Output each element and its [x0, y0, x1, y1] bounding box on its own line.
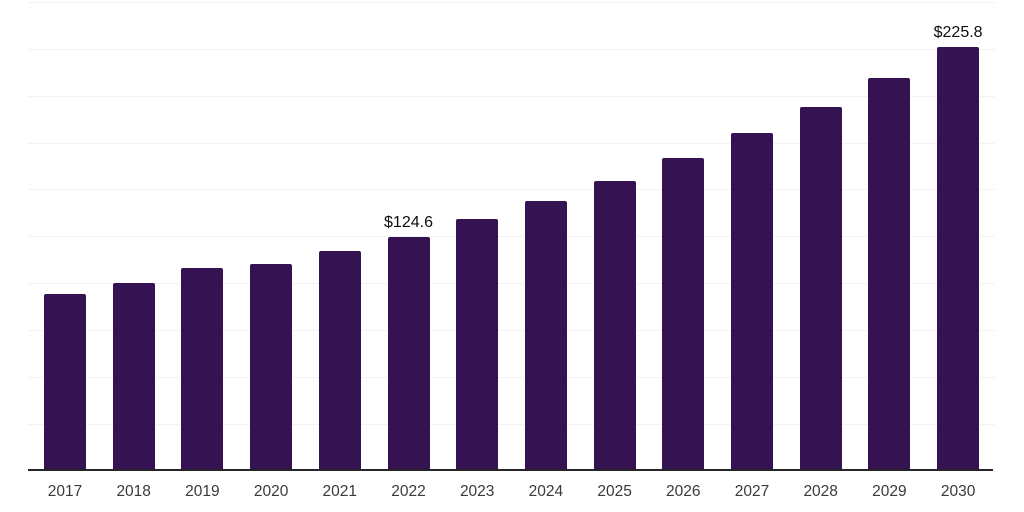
data-label-2030: $225.8 — [933, 24, 983, 42]
gridline-50 — [28, 376, 995, 378]
gridline-175 — [28, 142, 995, 144]
bar-2030 — [937, 47, 980, 470]
bar-2022 — [387, 236, 430, 470]
x-tick-label-2027: 2027 — [734, 483, 770, 500]
x-tick-label-2023: 2023 — [459, 483, 495, 500]
bar-2018 — [112, 282, 155, 470]
bar-2020 — [250, 263, 293, 470]
x-tick-label-2021: 2021 — [322, 483, 358, 500]
x-axis-line — [28, 469, 993, 471]
bar-2021 — [318, 251, 361, 470]
bar-2023 — [456, 219, 499, 470]
x-tick-label-2030: 2030 — [940, 483, 976, 500]
x-tick-label-2024: 2024 — [528, 483, 564, 500]
gridline-75 — [28, 329, 995, 331]
x-tick-label-2026: 2026 — [666, 483, 701, 500]
x-tick-label-2019: 2019 — [185, 483, 220, 500]
gridline-200 — [28, 95, 995, 97]
x-tick-label-2029: 2029 — [872, 483, 907, 500]
gridline-150 — [28, 189, 995, 191]
x-tick-label-2020: 2020 — [253, 483, 289, 500]
gridline-250 — [28, 2, 995, 3]
bar-2024 — [524, 201, 567, 470]
data-label-2022: $124.6 — [384, 213, 433, 231]
x-tick-label-2018: 2018 — [116, 483, 151, 500]
x-tick-label-2028: 2028 — [803, 483, 838, 500]
x-tick-label-2025: 2025 — [597, 483, 632, 500]
bar-2029 — [868, 78, 911, 470]
bar-2019 — [181, 267, 224, 470]
bar-2027 — [731, 132, 773, 470]
gridline-25 — [28, 423, 995, 425]
gridline-225 — [28, 48, 995, 50]
bar-2025 — [593, 180, 636, 470]
bar-2028 — [799, 106, 842, 470]
gridline-100 — [28, 283, 995, 285]
x-tick-label-2022: 2022 — [391, 483, 426, 500]
x-tick-label-2017: 2017 — [47, 483, 83, 500]
bar-2026 — [662, 157, 705, 470]
bar-2017 — [44, 293, 86, 470]
gridline-125 — [28, 236, 995, 238]
